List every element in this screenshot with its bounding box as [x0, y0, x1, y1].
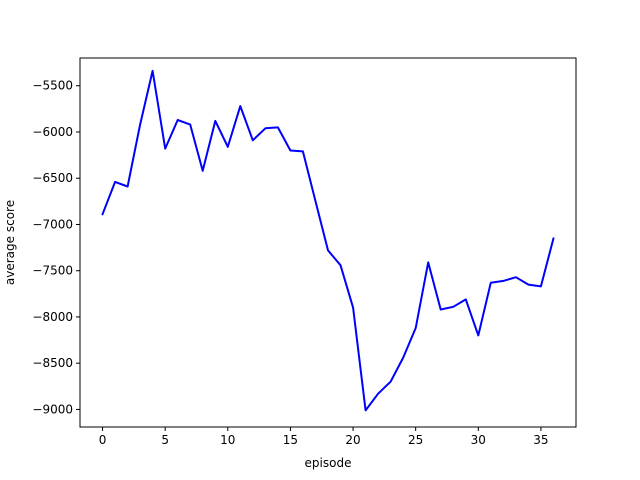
x-tick-label: 20	[345, 433, 360, 447]
y-tick-label: −6500	[32, 171, 73, 185]
x-tick-label: 10	[220, 433, 235, 447]
y-tick-label: −7000	[32, 217, 73, 231]
y-tick-label: −8000	[32, 310, 73, 324]
x-tick-label: 15	[283, 433, 298, 447]
y-tick-label: −6000	[32, 125, 73, 139]
x-tick-label: 5	[161, 433, 169, 447]
y-axis: −9000 −8500 −8000 −7500 −7000 −6500 −6000 −5500	[32, 79, 80, 416]
x-tick-label: 35	[533, 433, 548, 447]
x-tick-label: 30	[471, 433, 486, 447]
y-tick-label: −8500	[32, 356, 73, 370]
y-tick-label: −9000	[32, 402, 73, 416]
series-layer	[101, 69, 555, 412]
x-tick-label: 25	[408, 433, 423, 447]
x-axis: 0 5 10 15 20 25 30 35	[99, 427, 549, 447]
y-axis-label: average score	[3, 200, 17, 285]
series-line	[101, 69, 555, 412]
plot-area	[80, 58, 576, 427]
y-tick-label: −7500	[32, 264, 73, 278]
plot-frame	[79, 57, 577, 428]
x-tick-label: 0	[99, 433, 107, 447]
y-tick-label: −5500	[32, 79, 73, 93]
x-axis-label: episode	[305, 456, 352, 470]
